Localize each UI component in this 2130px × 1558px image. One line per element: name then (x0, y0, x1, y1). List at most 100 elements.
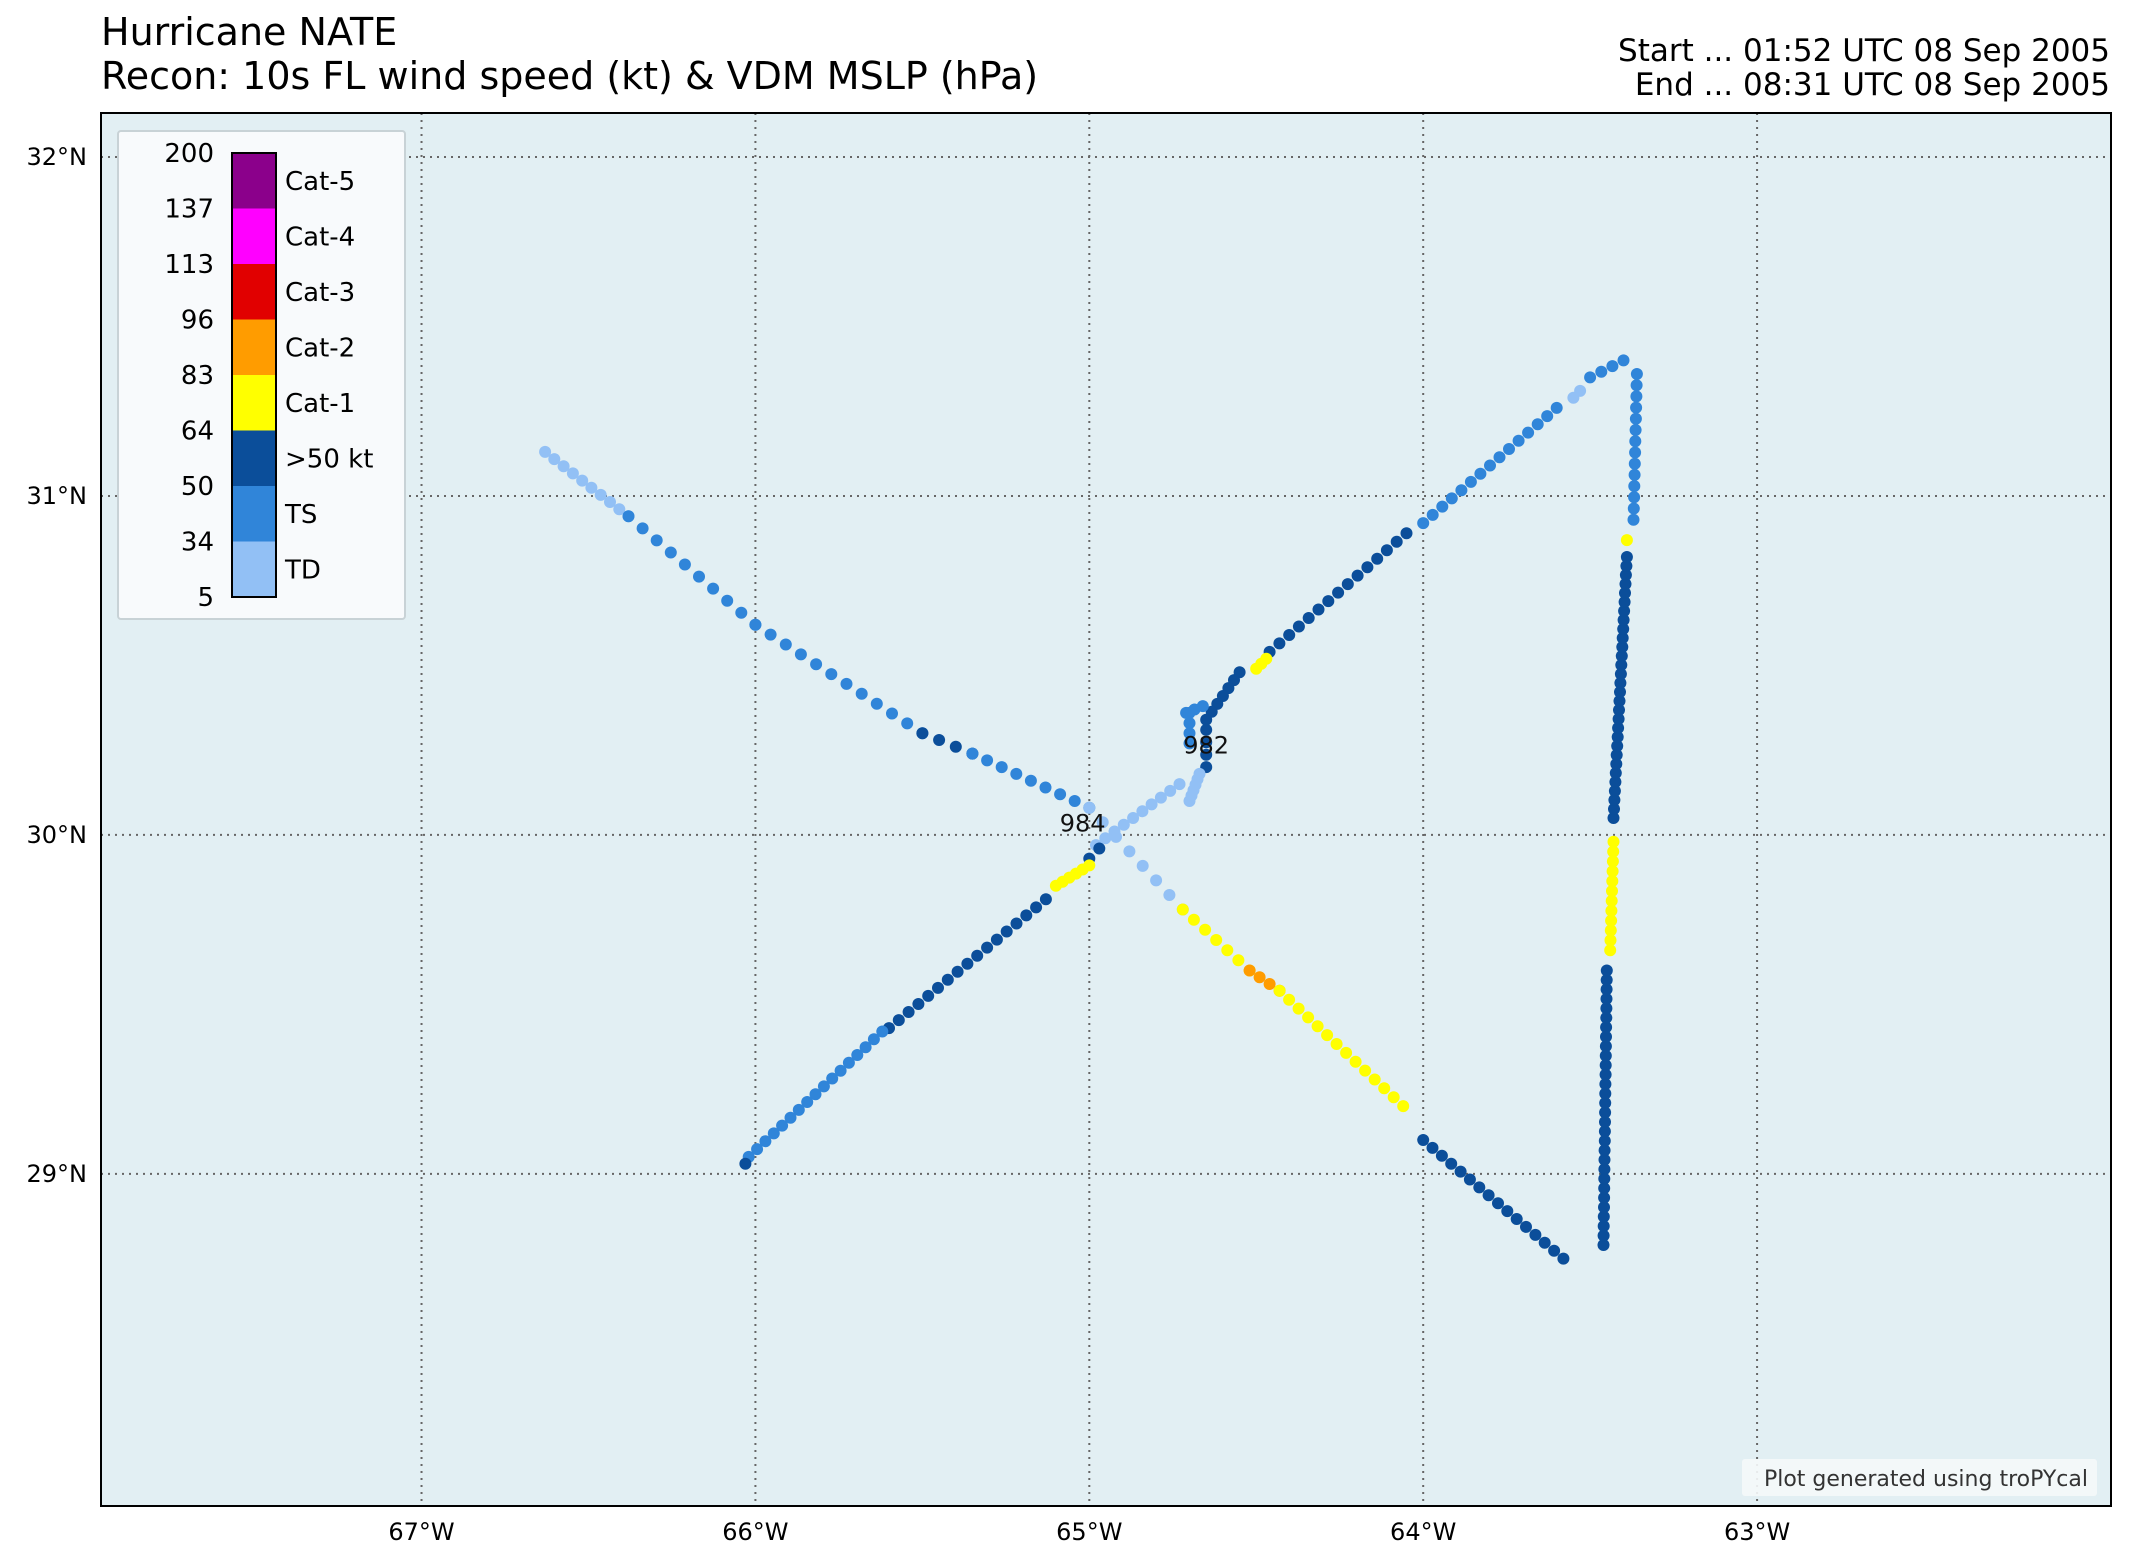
recon-wind-point (1321, 1029, 1334, 1042)
recon-wind-point (1136, 805, 1149, 818)
recon-wind-point (1378, 1082, 1391, 1095)
recon-wind-point (1608, 794, 1621, 806)
recon-wind-point (557, 460, 570, 473)
recon-wind-point (886, 707, 898, 720)
recon-wind-point (1455, 484, 1468, 497)
recon-wind-point (1322, 595, 1335, 608)
recon-observation-points (539, 354, 1643, 1265)
recon-wind-point (1482, 1189, 1495, 1202)
recon-wind-point (1629, 424, 1642, 436)
recon-wind-point (1630, 390, 1643, 403)
legend-color-swatch (232, 541, 276, 597)
recon-wind-point (1474, 467, 1487, 480)
recon-wind-point (1529, 1228, 1542, 1241)
recon-wind-point (784, 1111, 797, 1124)
colorbar-outline (231, 152, 277, 598)
recon-wind-point (1520, 1220, 1532, 1233)
grid-lines (101, 113, 2111, 1506)
recon-wind-point (1371, 552, 1384, 565)
recon-wind-point (1627, 513, 1640, 526)
recon-wind-point (1311, 1020, 1324, 1033)
recon-wind-point (1426, 508, 1439, 521)
recon-wind-point (870, 697, 883, 710)
recon-wind-point (1557, 1252, 1570, 1265)
recon-wind-point (1522, 426, 1535, 439)
recon-wind-point (664, 546, 677, 559)
recon-wind-point (1630, 368, 1643, 380)
recon-wind-point (1049, 879, 1062, 892)
recon-wind-point (1608, 785, 1621, 797)
recon-wind-point (767, 1127, 780, 1140)
recon-wind-point (1096, 816, 1109, 829)
recon-wind-point (1340, 1046, 1353, 1059)
recon-wind-point (1599, 1116, 1611, 1128)
recon-wind-point (961, 957, 974, 970)
recon-wind-point (1417, 1134, 1430, 1146)
recon-wind-point (1612, 722, 1625, 734)
credit-box: Plot generated using troPYcal (1742, 1459, 2097, 1496)
recon-wind-point (1611, 731, 1624, 743)
map-ocean (101, 113, 2111, 1506)
lon-tick-label: 67°W (388, 1518, 454, 1546)
recon-wind-point (1302, 1011, 1315, 1024)
recon-wind-point (1493, 451, 1506, 464)
recon-wind-point (1614, 668, 1627, 680)
recon-wind-point (1454, 1165, 1467, 1178)
legend-color-swatch (232, 375, 276, 431)
recon-wind-point (1099, 832, 1112, 845)
recon-wind-point (1145, 798, 1158, 811)
recon-wind-point (792, 1103, 805, 1116)
recon-wind-point (1123, 845, 1136, 858)
recon-wind-point (548, 453, 561, 466)
recon-wind-point (1000, 925, 1013, 938)
recon-wind-point (912, 998, 925, 1010)
recon-wind-point (739, 1157, 752, 1170)
recon-wind-point (1210, 934, 1223, 946)
recon-wind-point (1020, 909, 1033, 922)
recon-wind-point (826, 1072, 839, 1085)
recon-wind-point (585, 481, 598, 494)
start-time-label: Start ... 01:52 UTC 08 Sep 2005 (1618, 33, 2110, 69)
recon-wind-point (1243, 964, 1256, 977)
legend-category-label: Cat-4 (285, 222, 355, 252)
recon-wind-point (1607, 835, 1620, 848)
recon-wind-point (876, 1025, 889, 1038)
recon-wind-point (902, 1006, 915, 1018)
recon-wind-point (1445, 1157, 1458, 1170)
recon-wind-point (941, 973, 954, 986)
recon-wind-point (1615, 650, 1628, 662)
recon-wind-point (1614, 686, 1626, 698)
recon-wind-point (1010, 917, 1023, 930)
recon-wind-point (1615, 659, 1628, 671)
recon-wind-point (1584, 371, 1597, 384)
vdm-mslp-labels: 984 982 (1060, 732, 1229, 838)
recon-wind-point (1606, 885, 1618, 897)
recon-wind-point (594, 488, 607, 501)
recon-wind-point (721, 594, 734, 607)
legend-category-label: Cat-5 (285, 167, 355, 197)
recon-wind-point (650, 534, 663, 547)
recon-wind-point (1183, 717, 1196, 730)
recon-wind-point (981, 941, 994, 954)
recon-wind-point (1600, 1030, 1612, 1043)
recon-wind-point (1599, 1087, 1612, 1100)
recon-wind-point (1599, 1078, 1612, 1091)
recon-wind-point (1620, 534, 1633, 547)
recon-wind-point (1435, 1149, 1448, 1162)
recon-wind-point (1541, 410, 1554, 423)
legend-category-label: Cat-1 (285, 389, 355, 419)
recon-wind-point (1163, 889, 1176, 901)
recon-wind-point (1503, 443, 1515, 455)
legend-category-label: Cat-3 (285, 278, 355, 308)
recon-wind-point (933, 734, 946, 746)
recon-wind-point (1606, 360, 1619, 373)
axis-tick-labels: 67°W 66°W 65°W 64°W 63°W 29°N 30°N 31°N 32°N (27, 143, 1791, 1546)
recon-wind-point (1618, 605, 1631, 617)
lat-tick-label: 32°N (27, 143, 88, 171)
recon-wind-point (1426, 1141, 1439, 1154)
recon-wind-point (990, 933, 1003, 946)
recon-wind-point (1187, 913, 1200, 926)
recon-wind-point (1039, 893, 1052, 906)
recon-wind-point (1619, 569, 1632, 581)
